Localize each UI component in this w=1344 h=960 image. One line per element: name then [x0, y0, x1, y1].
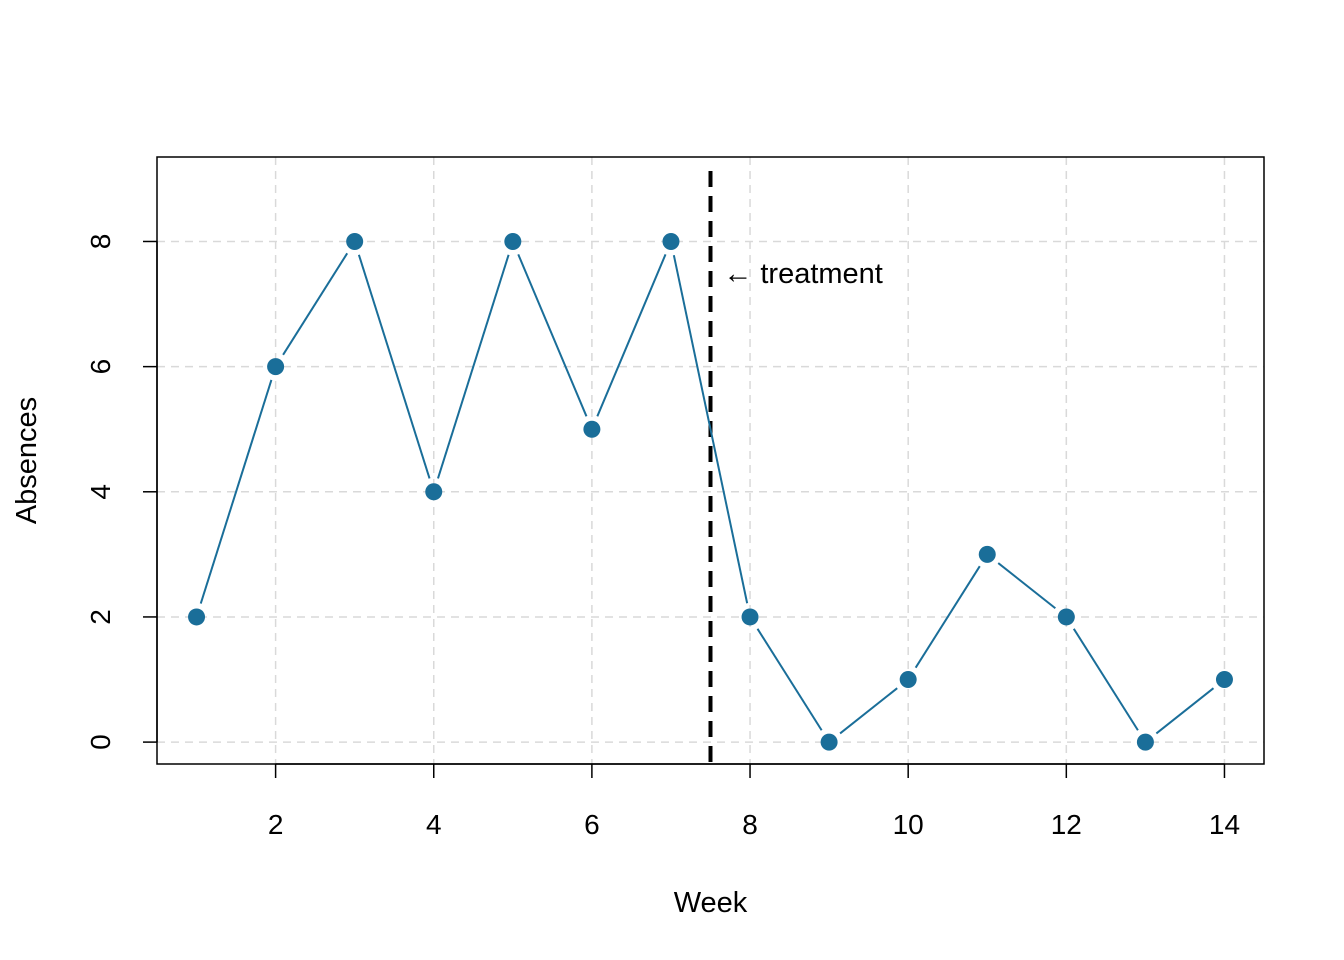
y-tick-label: 0 — [85, 734, 116, 750]
series-segment — [199, 379, 273, 604]
data-point — [425, 483, 443, 501]
series-segment — [517, 253, 588, 417]
x-tick-label: 6 — [584, 809, 600, 840]
data-point — [741, 608, 759, 626]
y-tick-label: 4 — [85, 484, 116, 500]
data-point — [188, 608, 206, 626]
y-tick-label: 6 — [85, 359, 116, 375]
x-tick-label: 10 — [893, 809, 924, 840]
x-axis: 2 4 6 8 10 12 14 — [268, 763, 1240, 840]
data-point — [504, 232, 522, 250]
x-tick-label: 2 — [268, 809, 284, 840]
data-point — [583, 420, 601, 438]
treatment-annotation: ← treatment — [723, 258, 883, 290]
data-points — [188, 232, 1233, 751]
y-axis-title: Absences — [11, 397, 43, 524]
series-line-group — [199, 252, 1215, 735]
data-point — [1215, 671, 1233, 689]
data-point — [978, 545, 996, 563]
series-segment — [357, 254, 431, 479]
x-axis-title: Week — [674, 887, 748, 919]
series-segment — [282, 252, 349, 356]
x-tick-label: 12 — [1051, 809, 1082, 840]
series-segment — [672, 254, 749, 604]
y-tick-label: 8 — [85, 234, 116, 250]
x-tick-label: 8 — [742, 809, 758, 840]
y-tick-label: 2 — [85, 609, 116, 625]
y-axis: 0 2 4 6 8 — [85, 234, 158, 750]
series-segment — [997, 562, 1056, 610]
data-point — [1057, 608, 1075, 626]
data-point — [267, 358, 285, 376]
series-segment — [437, 254, 510, 479]
series-segment — [839, 687, 898, 735]
x-tick-label: 4 — [426, 809, 442, 840]
data-point — [899, 671, 917, 689]
series-segment — [596, 253, 667, 417]
data-point — [662, 232, 680, 250]
data-point — [820, 733, 838, 751]
series-segment — [756, 628, 823, 731]
gridlines — [157, 157, 1264, 764]
series-segment — [1072, 628, 1139, 731]
data-point — [346, 232, 364, 250]
series-segment — [914, 565, 981, 669]
x-tick-label: 14 — [1209, 809, 1240, 840]
data-point — [1136, 733, 1154, 751]
series-segment — [1155, 687, 1215, 735]
